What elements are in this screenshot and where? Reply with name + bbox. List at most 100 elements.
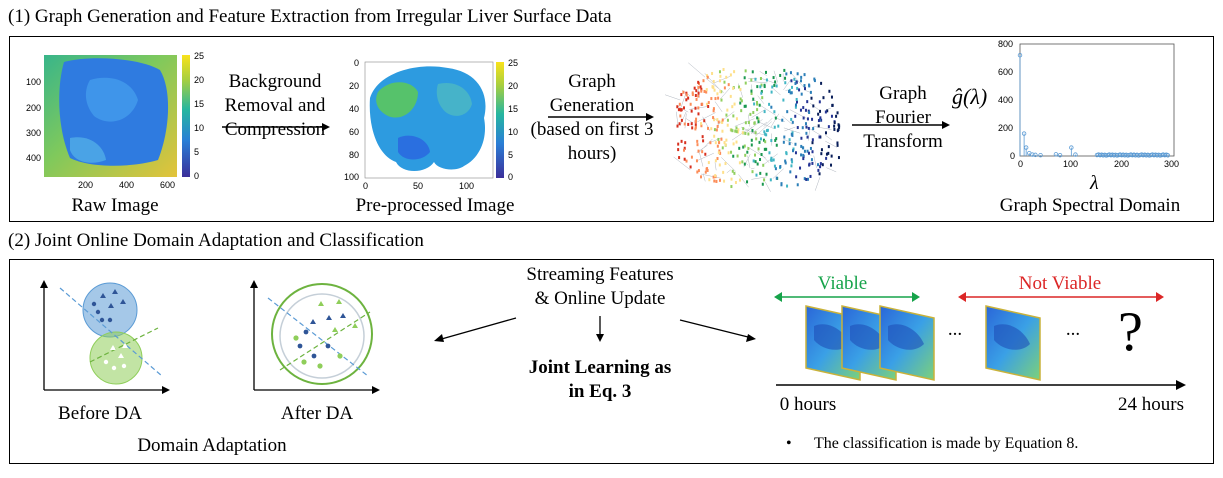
graph-vertex	[753, 102, 756, 106]
pre-y-tick: 20	[349, 81, 360, 91]
graph-vertex	[703, 89, 706, 93]
graph-vertex	[808, 163, 811, 167]
spec-y-tick: 600	[998, 67, 1014, 77]
graph-vertex	[784, 159, 787, 163]
graph-vertex	[818, 172, 821, 176]
graph-vertex	[697, 149, 700, 153]
pre-y-tick: 0	[354, 58, 360, 68]
graph-vertex	[725, 75, 728, 79]
graph-vertex	[697, 106, 700, 110]
section1-title: (1) Graph Generation and Feature Extract…	[8, 6, 612, 27]
spectral-point	[1030, 152, 1035, 157]
graph-vertex	[711, 85, 714, 89]
graph-vertex	[800, 153, 803, 157]
pre-x-tick: 100	[459, 181, 475, 191]
graph-vertex	[719, 90, 722, 94]
graph-vertex	[752, 159, 755, 163]
graph-vertex	[735, 117, 738, 121]
graph-vertex	[689, 102, 692, 106]
graph-edge	[685, 118, 693, 123]
graph-vertex	[679, 114, 682, 118]
graph-vertex	[805, 125, 808, 129]
graph-vertex	[694, 106, 697, 110]
graph-edge	[755, 121, 772, 137]
raw-image-heatmap	[44, 55, 190, 177]
graph-vertex	[836, 141, 839, 145]
graph-vertex	[679, 108, 682, 112]
graph-vertex	[761, 96, 764, 100]
spec-x-tick: 0	[1018, 159, 1024, 169]
raw-x-tick: 600	[160, 180, 176, 190]
graph-vertex	[729, 73, 732, 77]
graph-vertex	[806, 117, 809, 121]
graph-vertex	[732, 86, 735, 90]
graph-vertex	[799, 108, 802, 112]
pre-y-tick: 60	[349, 127, 360, 137]
graph-vertex	[700, 89, 703, 93]
graph-vertex	[726, 108, 729, 112]
graph-vertex	[808, 84, 811, 88]
graph-vertex	[784, 76, 787, 80]
graph-vertex	[735, 130, 738, 134]
graph-vertex	[746, 180, 749, 184]
pre-cbar-tick: 15	[508, 104, 519, 114]
graph-vertex	[792, 147, 795, 151]
graph-vertex	[735, 126, 738, 130]
graph-vertex	[750, 138, 753, 142]
graph-vertex	[758, 103, 761, 107]
graph-vertex	[756, 85, 759, 89]
graph-vertex	[781, 118, 784, 122]
graph-vertex	[733, 102, 736, 106]
graph-vertex	[765, 172, 768, 176]
spec-y-tick: 0	[1010, 151, 1016, 161]
graph-vertex	[754, 77, 757, 81]
spectral-point	[1053, 152, 1059, 157]
graph-edge	[726, 169, 731, 174]
graph-vertex	[770, 139, 773, 143]
graph-vertex	[817, 124, 820, 128]
graph-vertex	[751, 70, 754, 74]
graph-edge	[714, 101, 723, 112]
graph-vertex	[751, 128, 754, 132]
graph-vertex	[712, 109, 715, 113]
graph-edge	[699, 152, 704, 167]
graph-edge	[750, 121, 768, 135]
graph-vertex	[724, 162, 727, 166]
graph-vertex	[700, 122, 703, 126]
graph-vertex	[819, 162, 822, 166]
graph-vertex	[743, 104, 746, 108]
graph-vertex	[836, 111, 839, 115]
graph-vertex	[785, 72, 788, 76]
graph-vertex	[837, 123, 840, 127]
graph-edge	[773, 88, 781, 96]
graph-vertex	[743, 144, 746, 148]
graph-edge	[684, 113, 687, 129]
graph-vertex	[757, 117, 760, 121]
graph-vertex	[731, 169, 734, 173]
graph-vertex	[713, 134, 716, 138]
graph-vertex	[794, 114, 797, 118]
graph-vertex	[790, 164, 793, 168]
graph-vertex	[783, 68, 786, 72]
graph-vertex	[800, 92, 803, 96]
graph-vertex	[740, 109, 743, 113]
graph-vertex	[763, 178, 766, 182]
graph-vertex	[683, 146, 686, 150]
graph-vertex	[713, 88, 716, 92]
graph-vertex	[790, 117, 793, 121]
graph-edge	[676, 111, 679, 127]
graph-vertex	[800, 136, 803, 140]
graph-vertex	[696, 143, 699, 147]
graph-vertex	[775, 176, 778, 180]
graph-vertex	[802, 146, 805, 150]
graph-vertex	[738, 85, 741, 89]
graph-vertex	[749, 112, 752, 116]
graph-vertex	[695, 89, 698, 93]
graph-vertex	[697, 169, 700, 173]
graph-vertex	[754, 131, 757, 135]
graph-vertex	[820, 148, 823, 152]
viable-label: Viable	[817, 273, 868, 294]
graph-vertex	[825, 152, 828, 156]
graph-edge	[783, 138, 793, 144]
graph-vertex	[765, 133, 768, 137]
